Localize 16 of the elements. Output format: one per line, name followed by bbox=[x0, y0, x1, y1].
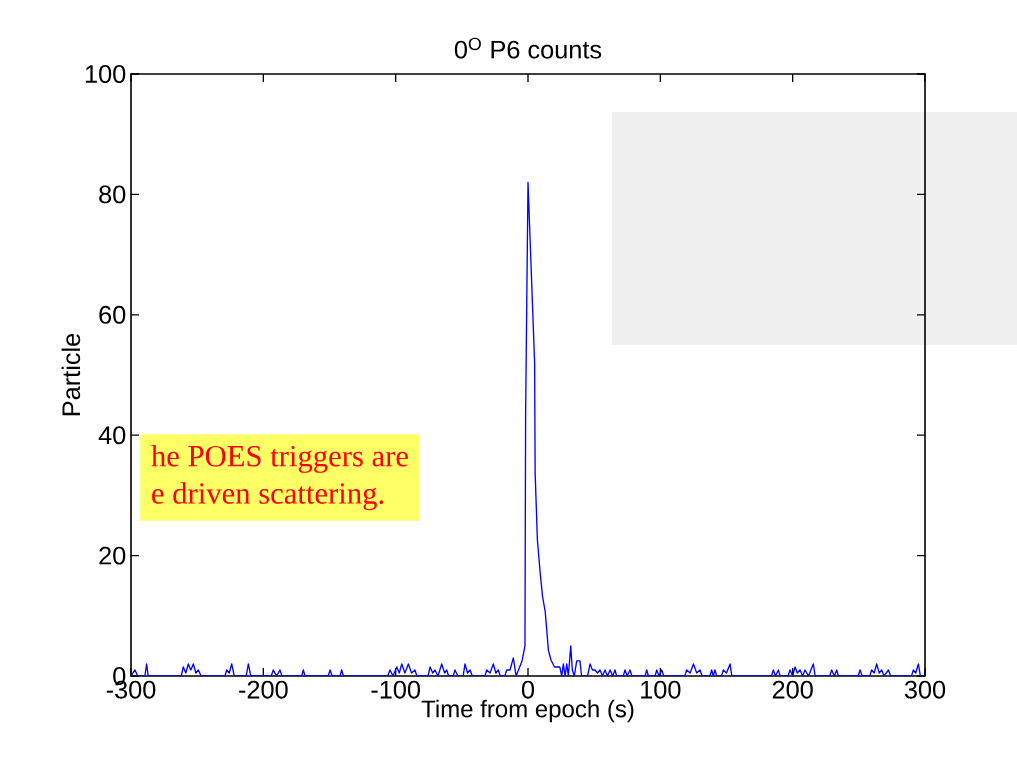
x-axis-title: Time from epoch (s) bbox=[421, 699, 634, 723]
chart-title: 0$^{O}$ P6 counts bbox=[454, 37, 602, 59]
x-tick-label: 300 bbox=[904, 680, 946, 699]
x-tick-label: -100 bbox=[371, 680, 421, 699]
x-tick-label: 100 bbox=[641, 680, 681, 699]
y-tick-label: 20 bbox=[99, 546, 126, 565]
y-tick-label: 40 bbox=[98, 426, 126, 445]
annotation: e driven scattering. bbox=[152, 482, 384, 511]
x-tick-label: -200 bbox=[239, 680, 288, 699]
y-tick-label: 60 bbox=[99, 305, 126, 324]
annotation: he POES triggers are bbox=[151, 444, 408, 473]
y-tick-label: 100 bbox=[85, 65, 126, 83]
y-axis-title: Particle bbox=[61, 333, 81, 416]
x-tick-label: 200 bbox=[772, 680, 813, 699]
x-tick-label: 0 bbox=[521, 680, 535, 699]
y-tick-label: 80 bbox=[99, 185, 126, 204]
